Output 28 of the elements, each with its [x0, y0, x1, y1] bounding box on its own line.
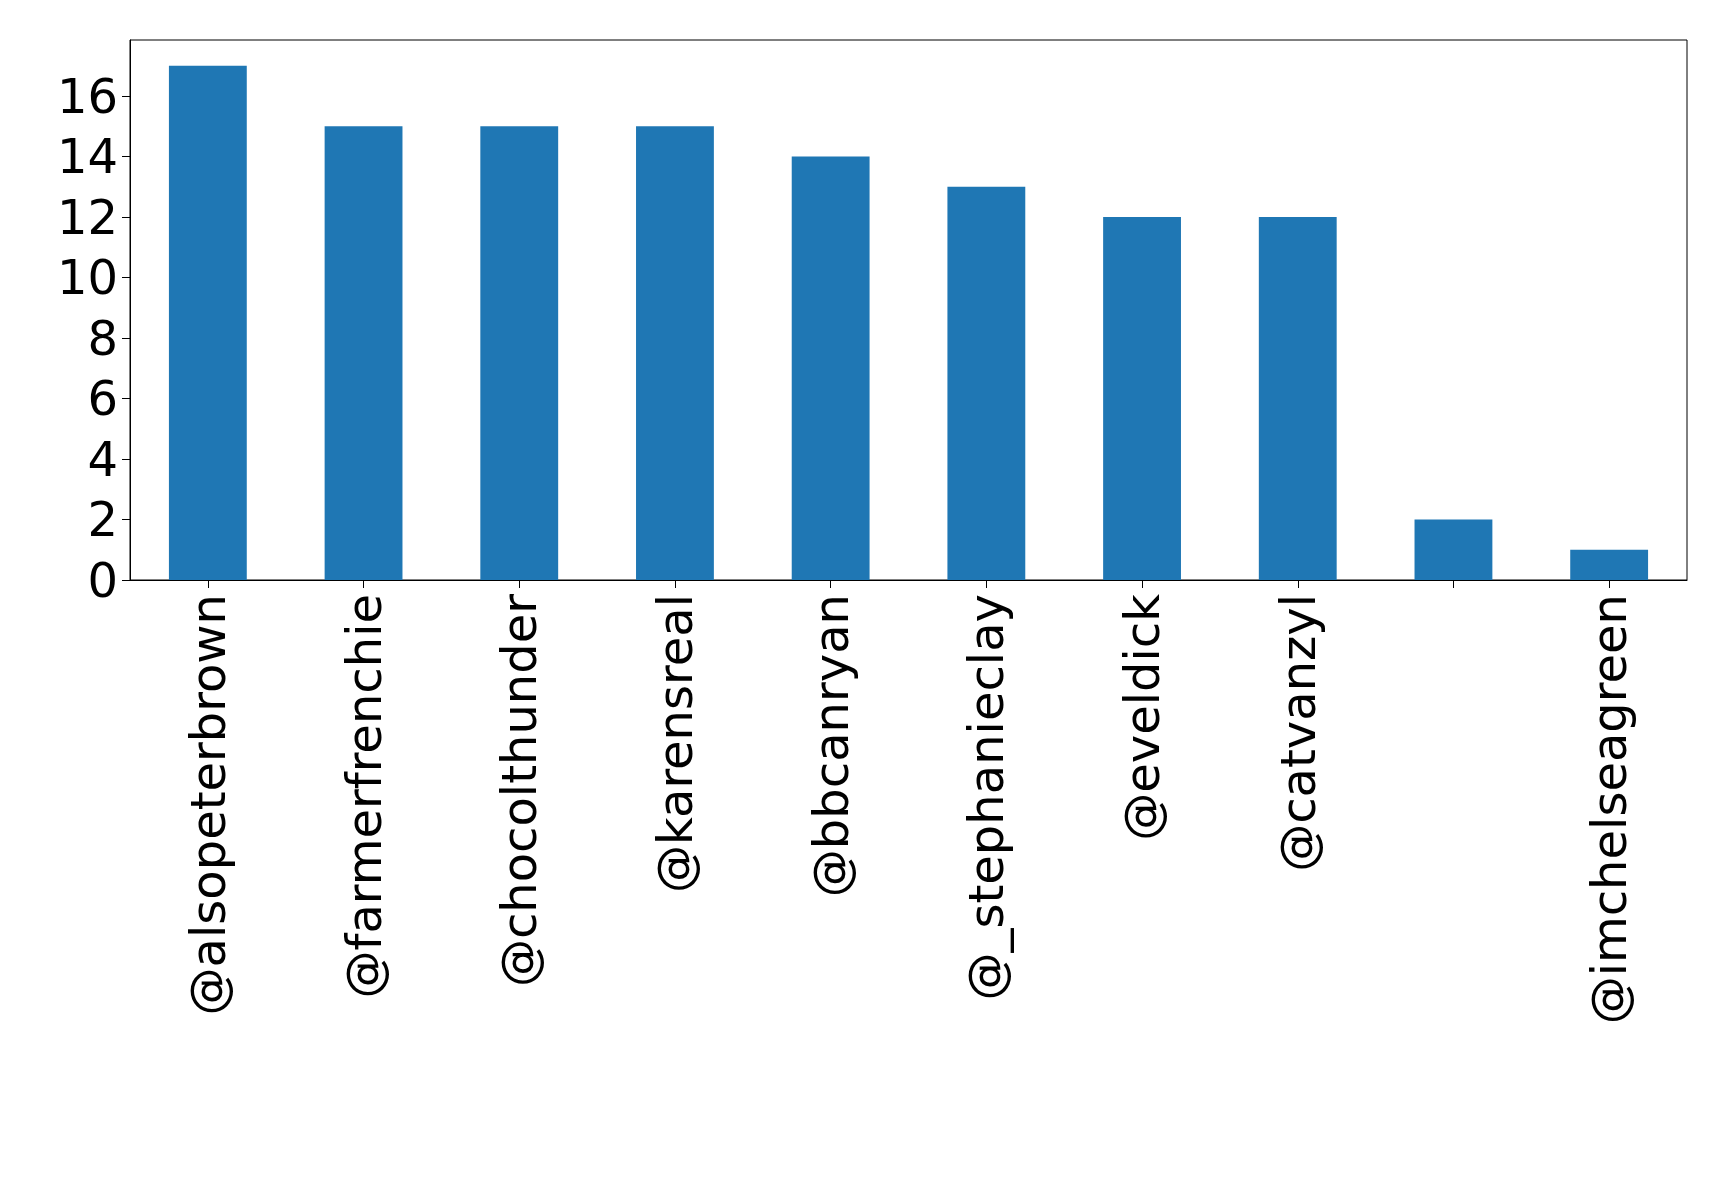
y-tick-label: 0 — [87, 552, 118, 608]
bar — [480, 126, 559, 580]
y-tick-label: 10 — [56, 249, 118, 306]
bar — [1103, 216, 1181, 580]
bar — [947, 186, 1026, 580]
bar — [1258, 216, 1337, 580]
x-tick-label: @farmerfrenchie — [335, 594, 392, 999]
y-tick-label: 14 — [56, 128, 118, 185]
y-tick-label: 2 — [87, 491, 118, 548]
x-tick-label: @_stephanieclay — [958, 594, 1015, 1001]
y-tick-label: 6 — [87, 370, 118, 427]
y-tick-label: 8 — [87, 309, 118, 366]
y-tick-label: 16 — [56, 67, 118, 124]
x-tick-label: @bbcanryan — [802, 594, 859, 898]
bar — [168, 65, 247, 580]
x-tick-label: @karensreal — [646, 594, 703, 893]
x-tick-label: @chocolthunder — [491, 593, 548, 988]
y-tick-label: 12 — [56, 188, 118, 245]
x-tick-label: @imchelseagreen — [1581, 594, 1638, 1025]
bar — [791, 156, 870, 580]
bar — [324, 126, 403, 580]
y-tick-label: 4 — [87, 430, 118, 487]
bar — [636, 126, 714, 580]
x-tick-label: @alsopeterbrown — [179, 594, 236, 1016]
bar — [1570, 549, 1649, 580]
bar — [1414, 519, 1493, 580]
x-tick-label: @eveldick — [1114, 593, 1171, 841]
x-tick-label: @catvanzyl — [1269, 594, 1326, 872]
